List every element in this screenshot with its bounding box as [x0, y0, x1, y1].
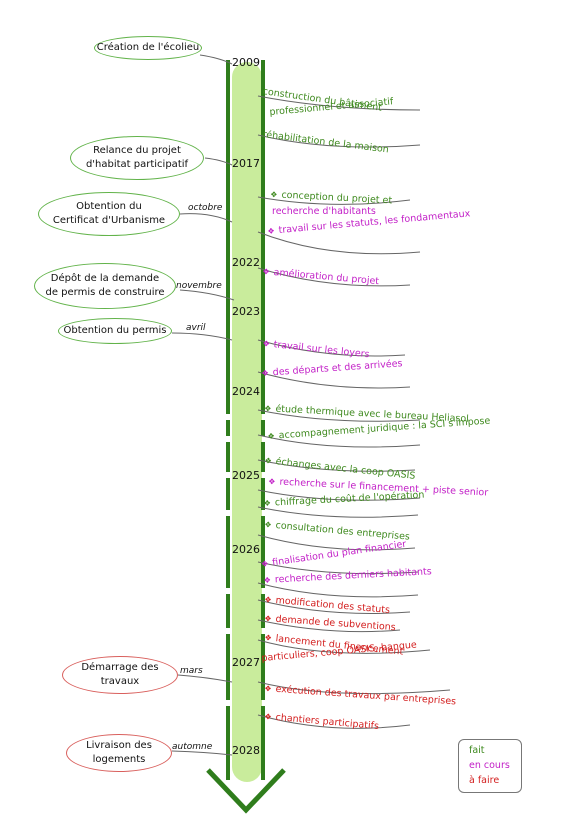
legend: fait en cours à faire	[458, 739, 522, 793]
year-label: 2027	[232, 656, 260, 669]
bullet-icon: ❖	[264, 520, 273, 530]
month-label: avril	[186, 323, 206, 333]
timeline-arrowhead	[206, 768, 286, 814]
bullet-icon: ❖	[270, 190, 278, 200]
milestone-depot-permis: Dépôt de la demande de permis de constru…	[34, 263, 176, 309]
milestone-obtention-permis: Obtention du permis	[58, 318, 172, 344]
timeline-tube	[232, 62, 262, 782]
milestone-label: Relance du projet d'habitat participatif	[85, 145, 189, 170]
bullet-icon: ❖	[267, 226, 276, 237]
event-connectors	[257, 95, 451, 729]
year-label: 2025	[232, 469, 260, 482]
month-label: novembre	[176, 281, 222, 291]
milestone-certificat-urbanisme: Obtention du Certificat d'Urbanisme	[38, 192, 180, 236]
bullet-icon: ❖	[264, 633, 273, 643]
milestone-livraison-logements: Livraison des logements	[66, 734, 172, 772]
bullet-icon: ❖	[264, 614, 272, 624]
month-label: automne	[172, 742, 213, 752]
milestone-creation-ecolieu: Création de l'écolieu	[94, 36, 202, 60]
year-label: 2009	[232, 56, 260, 69]
event-item: recherche d'habitants	[272, 206, 376, 217]
milestone-label: Obtention du permis	[63, 325, 167, 336]
bullet-icon: ❖	[264, 404, 272, 414]
year-label: 2023	[232, 305, 260, 318]
milestone-demarrage-travaux: Démarrage des travaux	[62, 656, 178, 694]
bullet-icon: ❖	[268, 477, 276, 487]
year-label: 2022	[232, 256, 260, 269]
legend-todo: à faire	[469, 775, 500, 786]
milestone-label: Démarrage des travaux	[81, 662, 159, 687]
legend-in-progress: en cours	[469, 760, 510, 771]
bullet-icon: ❖	[264, 684, 272, 694]
milestone-relance-projet: Relance du projet d'habitat participatif	[70, 136, 204, 180]
bullet-icon: ❖	[264, 595, 273, 605]
milestone-label: Livraison des logements	[86, 740, 152, 765]
bullet-icon: ❖	[261, 368, 270, 379]
bullet-icon: ❖	[264, 712, 273, 722]
bullet-icon: ❖	[263, 575, 272, 586]
milestone-label: Dépôt de la demande de permis de constru…	[45, 273, 165, 298]
bullet-icon: ❖	[267, 431, 276, 442]
year-label: 2017	[232, 157, 260, 170]
bullet-icon: ❖	[262, 267, 271, 277]
month-label: mars	[180, 666, 203, 676]
milestone-label: Création de l'écolieu	[96, 42, 200, 53]
bullet-icon: ❖	[263, 498, 272, 509]
milestone-connectors	[171, 54, 235, 756]
bullet-icon: ❖	[264, 456, 273, 466]
year-label: 2024	[232, 385, 260, 398]
year-label: 2026	[232, 543, 260, 556]
milestone-label: Obtention du Certificat d'Urbanisme	[52, 201, 166, 226]
month-label: octobre	[188, 203, 223, 213]
bullet-icon: ❖	[260, 559, 269, 570]
bullet-icon: ❖	[262, 339, 271, 349]
legend-done: fait	[469, 745, 485, 756]
year-label: 2028	[232, 744, 260, 757]
event-text: recherche d'habitants	[272, 206, 376, 217]
